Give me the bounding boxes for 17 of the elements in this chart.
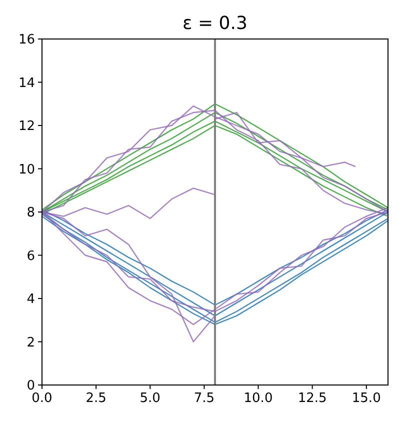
y-tick-label: 8 [26, 206, 35, 220]
y-tick-label: 16 [18, 32, 35, 48]
x-tick-label: 7.5 [194, 391, 215, 406]
chart-title: ε = 0.3 [182, 13, 248, 34]
y-tick-label: 2 [26, 335, 35, 350]
x-tick-label: 10.0 [244, 391, 273, 406]
x-tick-label: 0.0 [32, 391, 52, 406]
y-tick-label: 12 [18, 119, 35, 134]
y-tick-label: 14 [18, 76, 35, 91]
y-tick-label: 0 [26, 378, 35, 394]
y-tick-label: 10 [18, 162, 35, 178]
x-tick-label: 2.5 [86, 391, 106, 406]
y-tick-label: 4 [26, 292, 35, 307]
x-tick-label: 5.0 [140, 391, 160, 406]
x-tick-label: 15.0 [352, 391, 381, 406]
x-tick-label: 12.5 [298, 391, 327, 406]
y-tick-label: 6 [26, 248, 35, 264]
